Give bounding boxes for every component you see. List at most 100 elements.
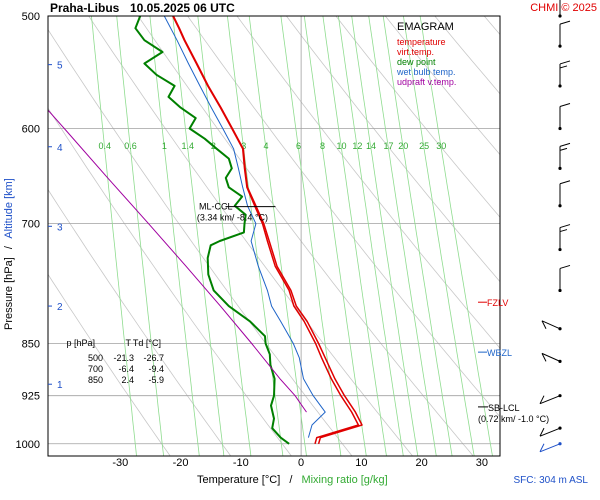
- wind-barb-station: [558, 204, 562, 208]
- wind-barb-station: [558, 288, 562, 293]
- mixing-ratio-line: [116, 16, 164, 456]
- sb-lcl-label: SB-LCL: [488, 403, 520, 413]
- temperature-tick-label: -20: [173, 457, 189, 469]
- dry-adiabat-line: [48, 28, 353, 456]
- mixing-ratio-line: [91, 16, 137, 456]
- y-axis-label-altitude: Altitude [km]: [3, 178, 15, 239]
- wind-barb-feather: [559, 20, 571, 25]
- wind-barb-station: [558, 327, 562, 331]
- altitude-tick-label: 5: [57, 61, 63, 72]
- mixing-ratio-line: [303, 16, 367, 456]
- wind-barb-shaft: [541, 320, 561, 330]
- altitude-tick-label: 2: [57, 302, 63, 313]
- table-header: Td [°C]: [133, 338, 161, 348]
- altitude-tick-label: 3: [57, 222, 63, 233]
- mixing-ratio-label: 4: [263, 141, 268, 151]
- mixing-ratio-line: [419, 16, 493, 456]
- pressure-tick-label: 600: [22, 124, 40, 136]
- mixing-ratio-label: 1.4: [182, 141, 195, 151]
- dry-adiabat-line: [583, 16, 600, 456]
- dry-adiabat-line: [48, 273, 171, 456]
- wind-barb-feather: [559, 229, 568, 233]
- mixing-ratio-label: 1: [162, 141, 167, 151]
- chart-title: EMAGRAM: [397, 21, 454, 33]
- wind-barb-station: [558, 44, 562, 48]
- pressure-tick-label: 700: [22, 219, 40, 231]
- table-cell: -21.3: [113, 353, 134, 363]
- table-cell: -9.4: [148, 364, 164, 374]
- mixing-ratio-line: [227, 16, 284, 456]
- pressure-tick-label: 850: [22, 338, 40, 350]
- series-line-dew-point: [134, 16, 290, 445]
- table-cell: -6.4: [118, 364, 134, 374]
- dry-adiabat-line: [434, 16, 500, 95]
- x-axis-label-temp: Temperature [°C]: [197, 474, 280, 486]
- mixing-ratio-line: [248, 16, 307, 456]
- series-line-virt-temp-: [172, 16, 363, 445]
- wind-barb-station: [558, 442, 562, 446]
- dry-adiabat-line: [48, 107, 292, 456]
- mixing-ratio-label: 0.4: [98, 141, 111, 151]
- wind-barb-shaft: [541, 352, 561, 362]
- mixing-ratio-label: 6: [296, 141, 301, 151]
- wind-barb-feather: [559, 224, 571, 229]
- wind-barb-shaft: [539, 443, 561, 453]
- legend-entry: wet bulb temp.: [396, 67, 456, 77]
- wind-barb-feather: [541, 353, 547, 362]
- temperature-tick-label: -10: [233, 457, 249, 469]
- table-cell: 700: [88, 364, 103, 374]
- dry-adiabat-line: [335, 16, 500, 218]
- dry-adiabat-line: [286, 16, 500, 283]
- wind-barb-feather: [559, 65, 568, 69]
- mixing-ratio-label: 12: [352, 141, 362, 151]
- series-layer: [48, 16, 363, 445]
- copyright: CHMI © 2025: [530, 2, 597, 14]
- altitude-tick-label: 1: [57, 380, 63, 391]
- wind-barb-feather: [539, 443, 545, 453]
- mixing-ratio-line: [322, 16, 387, 456]
- legend-entry: udpraft v.temp.: [397, 77, 456, 87]
- sfc-label: SFC: 304 m ASL: [514, 475, 589, 486]
- mixing-ratio-line: [280, 16, 342, 456]
- wind-barb-feather: [559, 103, 571, 107]
- mixing-ratio-label: 20: [398, 141, 408, 151]
- wind-barb-station: [558, 166, 562, 170]
- mixing-ratio-label: 30: [436, 141, 446, 151]
- wind-barb-feather: [539, 427, 545, 437]
- altitude-tick-label: 4: [57, 143, 63, 154]
- x-axis-label-mixing: Mixing ratio [g/kg]: [301, 474, 387, 486]
- mixing-ratio-label: 17: [383, 141, 393, 151]
- x-axis-label-sep: /: [289, 474, 293, 486]
- dry-adiabat-line: [236, 16, 500, 349]
- legend-entry: temperature: [397, 37, 446, 47]
- mixing-ratio-label: 0.6: [124, 141, 137, 151]
- wind-barb-feather: [559, 60, 571, 65]
- mixing-ratio-line: [368, 16, 437, 456]
- pressure-tick-label: 500: [22, 11, 40, 23]
- table-cell: 2.4: [121, 375, 134, 385]
- mixing-ratio-layer: 0.4 0.6 1 1.4 2 3 4 6 8 10 12 14 17 20 25 30: [91, 16, 493, 456]
- mixing-ratio-line: [172, 16, 225, 456]
- wind-barb-station: [558, 426, 562, 430]
- wind-barb-station: [558, 14, 562, 18]
- wind-barb-feather: [541, 320, 547, 330]
- table-cell: -26.7: [143, 353, 164, 363]
- ml-ccl-label: ML-CCL: [199, 202, 233, 212]
- y-axis-label: Pressure [hPa] / Altitude [km]: [3, 178, 15, 330]
- dry-adiabat-line: [187, 16, 500, 418]
- wind-barb-feather: [559, 180, 571, 185]
- wind-barb-station: [558, 394, 562, 398]
- sb-lcl-detail: (0.72 km/ -1.0 °C): [478, 414, 549, 424]
- series-line-wet-bulb-temp-: [163, 16, 326, 438]
- legend-entry: virt.temp.: [397, 47, 434, 57]
- wind-barb-station: [558, 126, 562, 131]
- table-cell: -5.9: [148, 375, 164, 385]
- dry-adiabat-line: [48, 188, 232, 456]
- table-header: p [hPa]: [66, 338, 95, 348]
- wind-barb-station: [558, 84, 562, 88]
- mixing-ratio-line: [338, 16, 404, 456]
